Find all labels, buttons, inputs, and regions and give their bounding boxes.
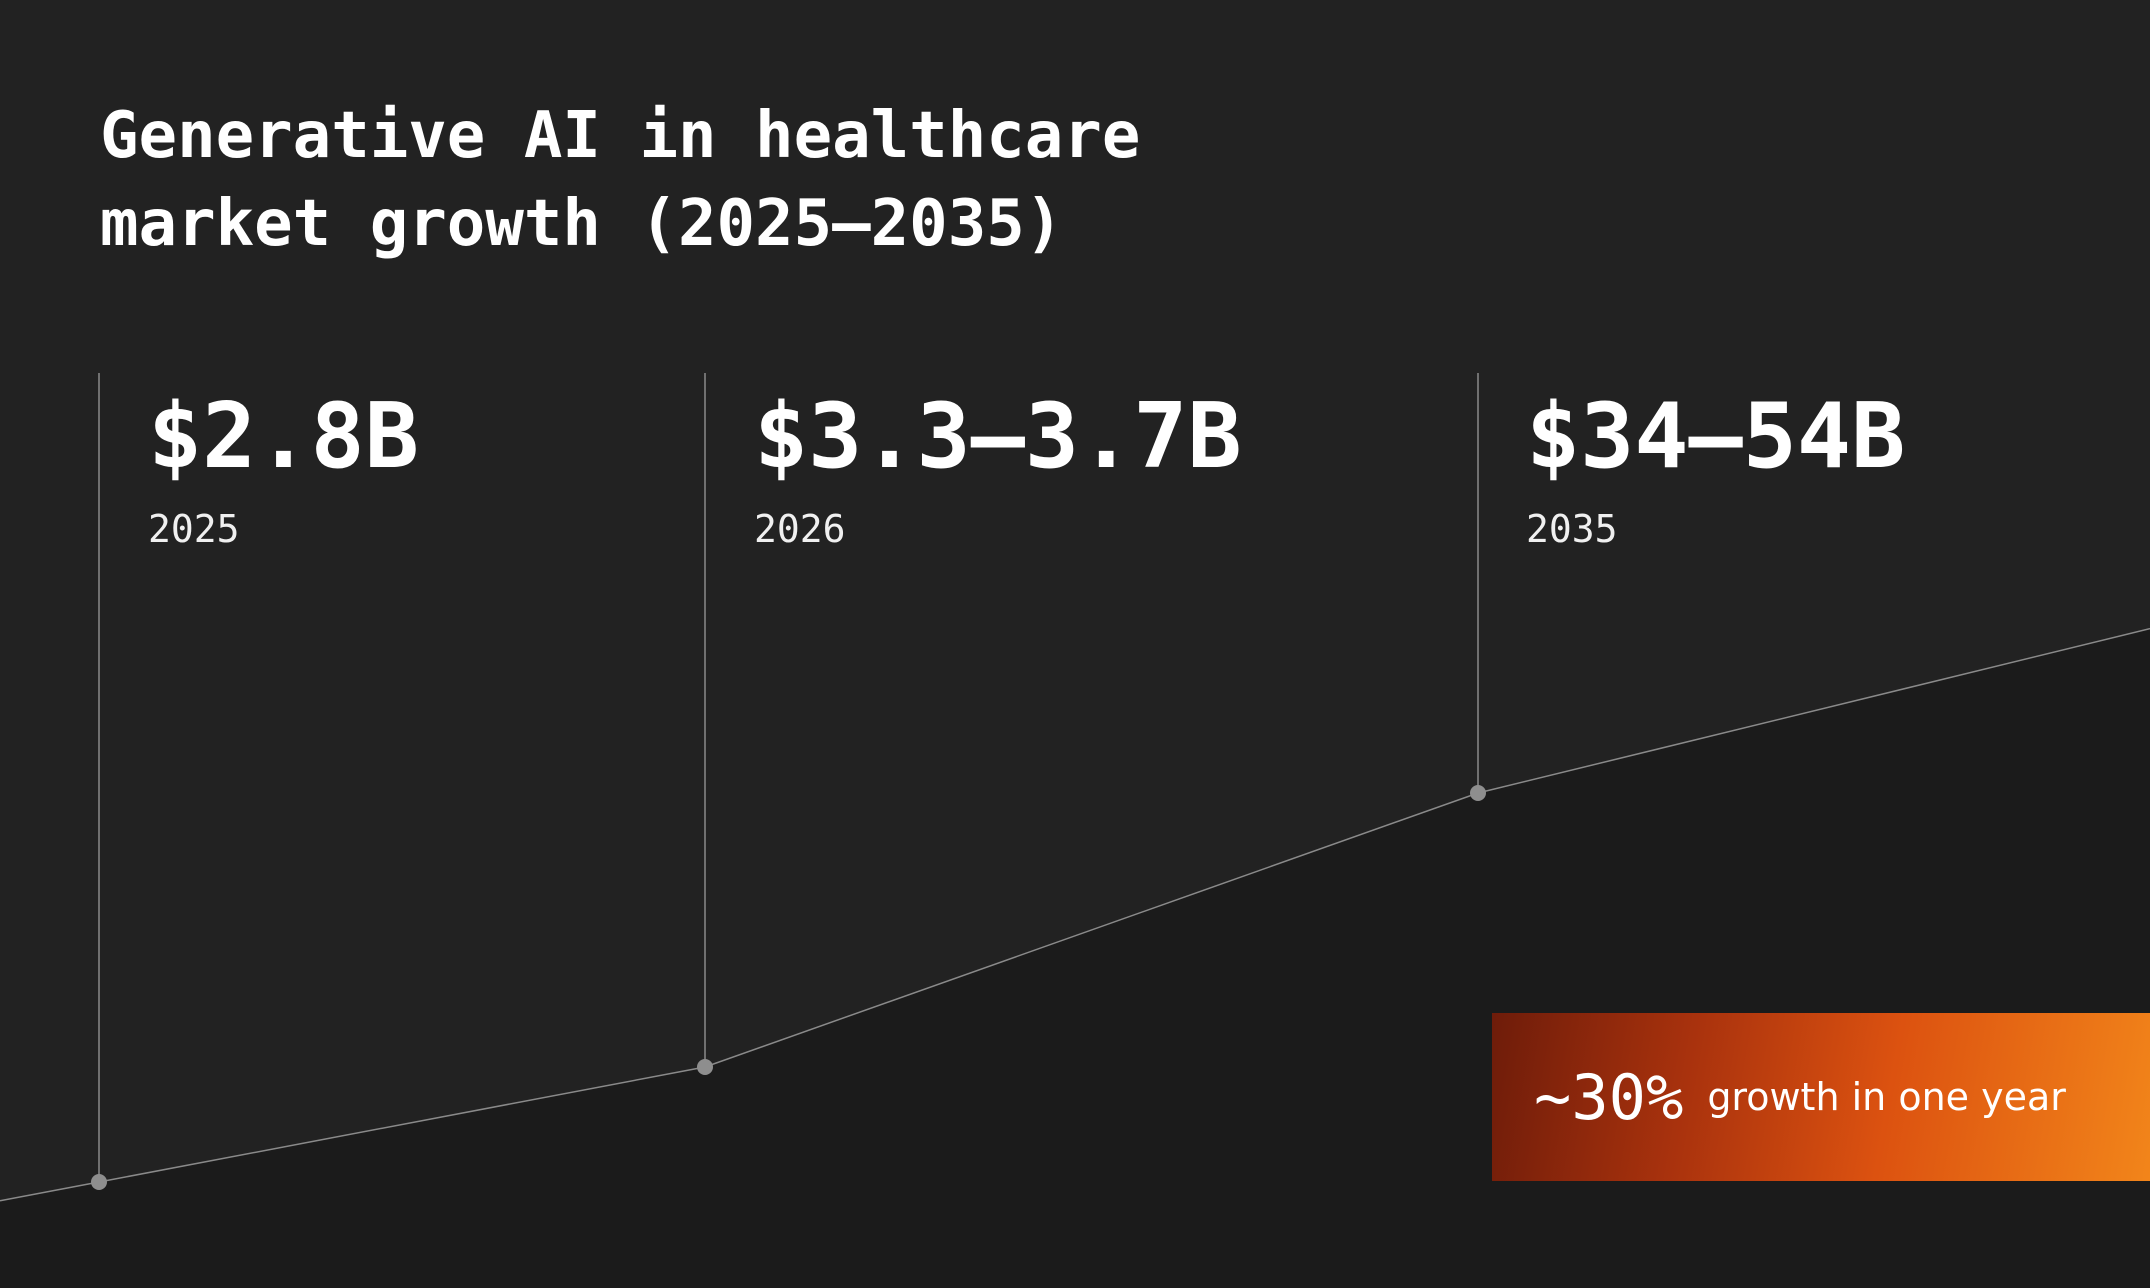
stat-value: $34–54B bbox=[1526, 384, 1906, 489]
stat-year: 2026 bbox=[754, 507, 846, 551]
stat-year: 2035 bbox=[1526, 507, 1618, 551]
callout-label: growth in one year bbox=[1707, 1075, 2066, 1119]
callout-value: ~30% bbox=[1534, 1060, 1684, 1134]
stat-block-2025: $2.8B 2025 bbox=[148, 382, 419, 554]
data-point-2035 bbox=[1470, 785, 1486, 801]
stat-block-2026: $3.3–3.7B 2026 bbox=[754, 382, 1242, 554]
area-below-line bbox=[0, 628, 2150, 1288]
chart-title-line-1: Generative AI in healthcare bbox=[100, 99, 1141, 173]
data-point-2026 bbox=[697, 1059, 713, 1075]
data-point-2025 bbox=[91, 1174, 107, 1190]
chart-title: Generative AI in healthcare market growt… bbox=[100, 92, 1140, 268]
stat-value: $2.8B bbox=[148, 384, 419, 489]
stat-block-2035: $34–54B 2035 bbox=[1526, 382, 1905, 554]
stat-year: 2025 bbox=[148, 507, 240, 551]
chart-title-line-2: market growth (2025–2035) bbox=[100, 187, 1064, 261]
stat-value: $3.3–3.7B bbox=[754, 384, 1242, 489]
growth-callout: ~30% growth in one year bbox=[1492, 1013, 2150, 1181]
